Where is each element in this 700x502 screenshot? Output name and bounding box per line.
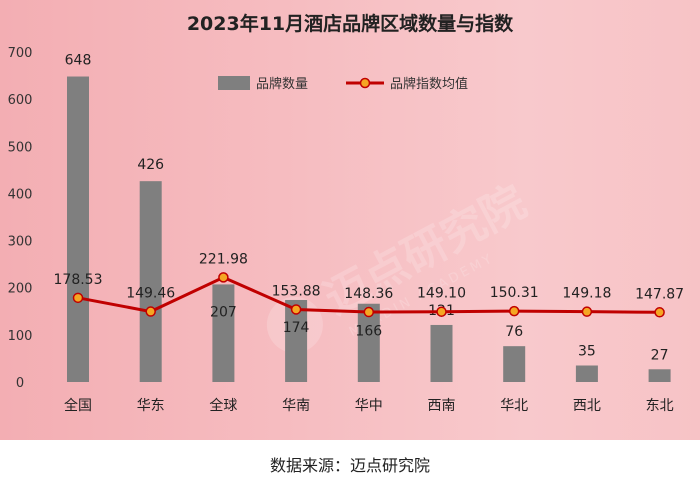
- x-tick-label: 华东: [137, 398, 165, 414]
- x-tick-label: 全国: [64, 397, 92, 414]
- line-value-label: 150.31: [490, 285, 539, 301]
- bar: [430, 324, 453, 382]
- watermark-text: 迈点研究院: [316, 176, 534, 324]
- bar-series: 648426207174166121763527: [65, 53, 671, 382]
- line-value-label: 153.88: [272, 283, 321, 299]
- x-tick-label: 全球: [209, 397, 237, 414]
- chart-title: 2023年11月酒店品牌区域数量与指数: [187, 12, 514, 35]
- legend-bar-swatch: [218, 76, 250, 90]
- line-marker: [290, 304, 302, 315]
- x-tick-label: 华北: [500, 398, 528, 414]
- legend: 品牌数量 品牌指数均值: [218, 76, 468, 92]
- x-tick-label: 西北: [573, 398, 601, 414]
- x-axis: 全国 华东 全球 华南 华中 西南 华北 西北 东北: [64, 397, 674, 414]
- line-marker: [145, 306, 156, 317]
- line-marker: [218, 272, 229, 283]
- y-tick-label: 300: [8, 235, 33, 250]
- line-value-label: 148.36: [344, 286, 393, 302]
- y-tick-label: 100: [8, 329, 33, 344]
- bar-value-label: 35: [578, 344, 596, 360]
- bar: [285, 299, 308, 382]
- bar-value-label: 648: [65, 53, 92, 69]
- line-marker: [363, 306, 375, 318]
- y-tick-label: 700: [8, 46, 33, 61]
- bar-value-label: 207: [210, 304, 237, 320]
- line-value-label: 221.98: [199, 251, 248, 267]
- line-marker: [508, 305, 520, 317]
- bar: [648, 369, 671, 382]
- source-note: 数据来源：迈点研究院: [269, 456, 430, 475]
- x-tick-label: 华中: [355, 398, 383, 414]
- bar: [357, 303, 380, 382]
- y-tick-label: 200: [8, 282, 33, 297]
- line-value-label: 149.10: [417, 286, 466, 302]
- chart: 2023年11月酒店品牌区域数量与指数 迈点研究院 MEADIN ACADEMY…: [8, 12, 685, 414]
- y-tick-label: 400: [8, 187, 33, 202]
- line-marker: [436, 306, 447, 317]
- line-value-label: 147.87: [635, 286, 684, 302]
- line-value-label: 149.18: [562, 286, 611, 302]
- line-series: 178.53 149.46 221.98 153.88 148.36 149.10 150.…: [54, 251, 684, 318]
- bar-value-label: 166: [355, 324, 382, 340]
- bar-value-label: 76: [505, 324, 523, 340]
- legend-line-marker: [359, 77, 371, 89]
- x-tick-label: 东北: [646, 398, 674, 414]
- y-tick-label: 500: [8, 140, 33, 155]
- bar: [212, 284, 235, 382]
- line-marker: [581, 306, 593, 317]
- bar: [503, 346, 526, 382]
- line-marker: [654, 307, 665, 318]
- bar-value-label: 27: [651, 347, 669, 363]
- y-axis: 0 100 200 300 400 500 600 700: [8, 46, 33, 391]
- bar: [575, 365, 598, 382]
- bar: [67, 76, 89, 382]
- x-tick-label: 华南: [282, 398, 310, 414]
- y-tick-label: 0: [16, 376, 24, 391]
- line-value-label: 149.46: [126, 286, 175, 302]
- bar: [139, 181, 162, 382]
- bar-value-label: 174: [283, 320, 310, 336]
- bar-value-label: 426: [137, 157, 164, 173]
- legend-bar-label: 品牌数量: [256, 76, 308, 92]
- y-tick-label: 600: [8, 93, 33, 108]
- legend-line-label: 品牌指数均值: [390, 76, 468, 92]
- x-tick-label: 西南: [428, 398, 456, 414]
- line-marker: [72, 292, 84, 304]
- line-value-label: 178.53: [54, 272, 103, 288]
